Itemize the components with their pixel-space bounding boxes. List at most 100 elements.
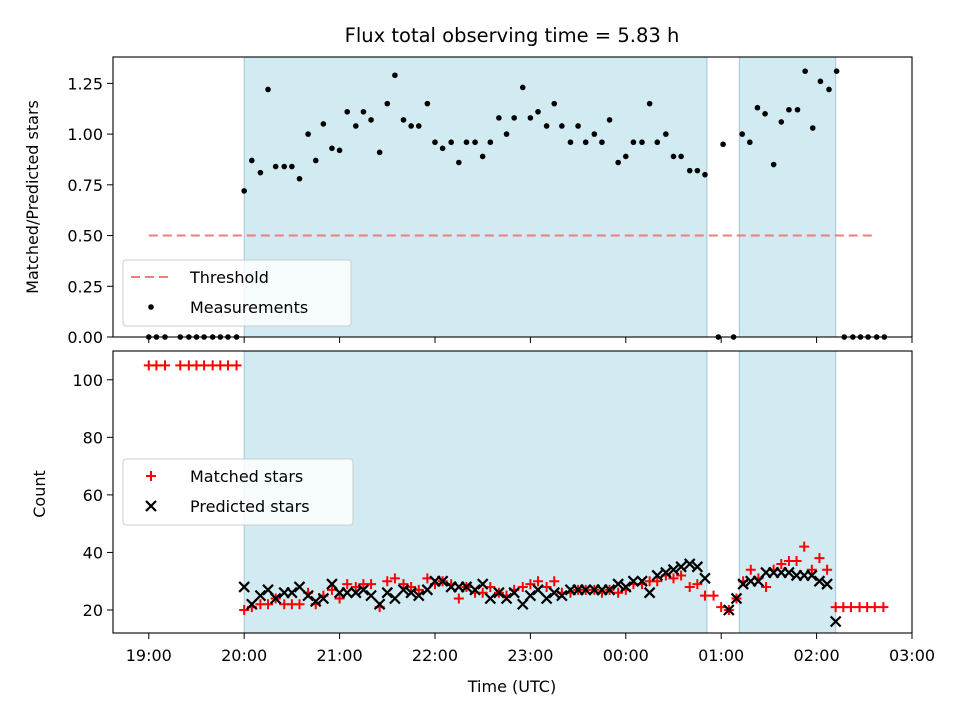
matched-star-point	[869, 602, 880, 613]
predicted-star-point	[341, 586, 353, 599]
matched-star-point	[799, 541, 810, 552]
y-tick-label: 60	[83, 486, 103, 505]
measurement-point	[802, 68, 808, 75]
measurement-point	[622, 153, 629, 160]
predicted-star-point	[675, 561, 687, 573]
measurement-point	[503, 131, 510, 137]
predicted-star-point	[254, 589, 267, 602]
measurement-point	[432, 139, 438, 146]
measurement-point	[265, 86, 271, 93]
measurement-point	[599, 139, 605, 146]
measurement-point	[591, 131, 598, 137]
measurement-point	[257, 169, 264, 176]
matched-star-point	[761, 581, 772, 592]
measurement-point	[543, 123, 550, 129]
measurement-point	[527, 115, 534, 121]
matched-star-point	[199, 360, 210, 371]
ratio-panel: 0.00 0.25 0.50 0.75 1.00 1.25 Threshold Measure…	[67, 56, 913, 347]
measurement-point	[281, 163, 288, 170]
legend-label: Matched stars	[190, 467, 303, 486]
series-predicted-stars	[238, 558, 842, 628]
measurement-point	[833, 68, 840, 75]
measurement-point	[415, 123, 422, 129]
predicted-star-point	[436, 575, 449, 587]
measurement-point	[400, 117, 407, 123]
measurement-point	[296, 175, 303, 182]
predicted-star-point	[651, 569, 664, 582]
count-panel: 20 40 60 80 100 19:00 20:00 21:00 22:00 23:00 00:0…	[72, 350, 935, 665]
predicted-star-point	[813, 575, 826, 587]
measurement-point	[535, 108, 541, 115]
predicted-star-point	[737, 578, 749, 590]
matched-star-point	[263, 599, 274, 610]
measurement-point	[368, 117, 374, 123]
measurement-point	[747, 139, 753, 146]
bottom-ylabel: Count	[30, 470, 49, 518]
matched-star-point	[453, 593, 464, 604]
predicted-star-point	[579, 584, 592, 596]
matched-star-point	[652, 576, 663, 587]
x-tick-label: 20:00	[221, 646, 267, 665]
predicted-star-point	[286, 586, 298, 599]
predicted-star-point	[500, 592, 513, 605]
matched-star-point	[525, 579, 536, 590]
legend-label: Threshold	[189, 268, 269, 287]
measurement-point	[615, 159, 621, 166]
measurement-point	[817, 78, 824, 85]
predicted-star-point	[373, 598, 386, 611]
matched-star-point	[222, 360, 233, 371]
measurement-point	[353, 123, 359, 129]
y-tick-label: 40	[83, 543, 103, 562]
y-tick-label: 0.50	[67, 227, 103, 246]
matched-star-point	[366, 579, 377, 590]
top-ylabel: Matched/Predicted stars	[23, 100, 42, 294]
y-tick-label: 0.75	[67, 176, 103, 195]
predicted-star-point	[317, 592, 330, 605]
predicted-star-point	[365, 589, 377, 602]
measurement-point	[559, 123, 565, 129]
measurement-point	[809, 125, 816, 131]
matched-star-point	[668, 573, 679, 584]
measurement-point	[778, 119, 785, 125]
matched-star-point	[175, 360, 186, 371]
measurement-point	[794, 106, 801, 113]
predicted-star-point	[405, 586, 417, 599]
predicted-star-point	[524, 589, 537, 602]
legend-label: Predicted stars	[190, 497, 310, 516]
predicted-star-point	[357, 584, 370, 596]
matched-star-point	[745, 564, 756, 575]
measurement-point	[249, 157, 255, 164]
measurement-point	[786, 106, 792, 113]
measurement-point	[392, 72, 398, 79]
x-tick-label: 03:00	[889, 646, 935, 665]
matched-star-point	[382, 576, 393, 587]
measurement-point	[702, 171, 708, 178]
legend-matched-swatch	[146, 471, 156, 481]
predicted-star-point	[636, 575, 648, 587]
matched-star-point	[791, 556, 802, 567]
measurement-point	[654, 139, 661, 146]
predicted-star-point	[783, 566, 795, 579]
measurement-point	[408, 123, 414, 129]
matched-star-point	[159, 360, 170, 371]
measurement-point	[241, 188, 247, 194]
bottom-xlabel: Time (UTC)	[467, 677, 556, 696]
measurement-point	[289, 163, 295, 170]
y-tick-label: 1.00	[67, 125, 103, 144]
x-tick-label: 00:00	[603, 646, 649, 665]
predicted-star-point	[508, 586, 520, 599]
matched-star-point	[845, 602, 856, 613]
matched-star-point	[151, 360, 162, 371]
measurement-point	[663, 131, 669, 137]
y-tick-label: 1.25	[67, 74, 103, 93]
measurement-point	[439, 145, 446, 152]
measurement-point	[575, 123, 581, 129]
chart-title: Flux total observing time = 5.83 h	[345, 24, 680, 47]
measurement-point	[479, 153, 486, 160]
measurement-point	[463, 139, 470, 146]
predicted-star-point	[548, 586, 561, 599]
observing-interval-shade	[739, 351, 836, 633]
matched-star-point	[517, 581, 528, 592]
matched-star-point	[699, 590, 710, 601]
